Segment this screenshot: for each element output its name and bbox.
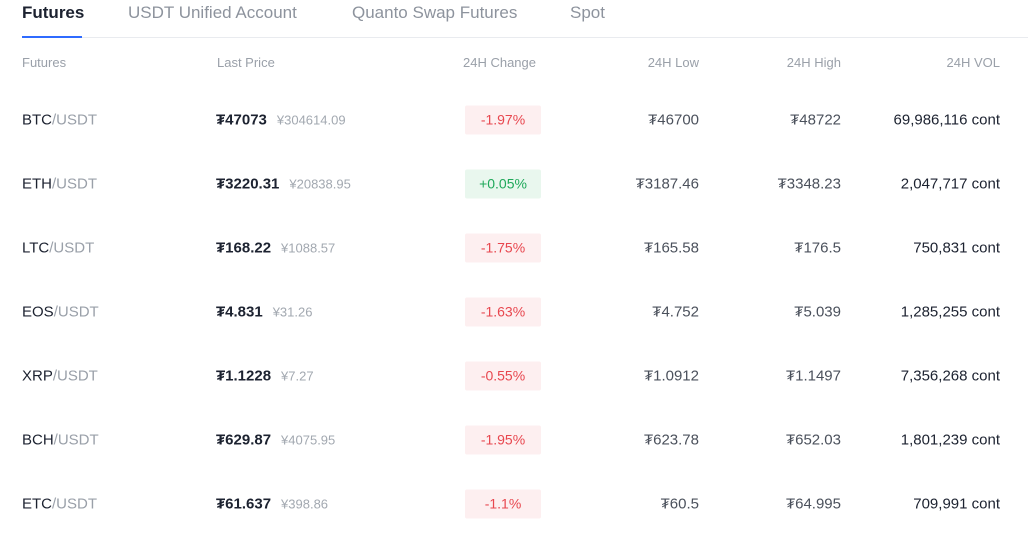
header-24h-low: 24H Low (647, 55, 699, 70)
low-price: ₮4.752 (652, 303, 699, 321)
change-badge: -1.1% (465, 489, 541, 519)
header-24h-vol: 24H VOL (946, 55, 1000, 70)
last-price: ₮61.637 ¥398.86 (216, 496, 328, 513)
table-row[interactable]: BTC/USDT ₮47073 ¥304614.09 -1.97% ₮46700 ₮487… (0, 88, 1028, 152)
tab-futures[interactable]: Futures (22, 3, 85, 22)
high-price: ₮652.03 (785, 431, 841, 449)
pair-quote: /USDT (52, 367, 98, 385)
last-price: ₮3220.31 ¥20838.95 (216, 176, 351, 193)
pair-base: ETH (22, 175, 52, 193)
last-price: ₮168.22 ¥1088.57 (216, 240, 335, 257)
low-price: ₮623.78 (643, 431, 699, 449)
pair-base: BTC (22, 111, 52, 129)
high-price: ₮3348.23 (777, 175, 841, 193)
table-header: Futures Last Price 24H Change 24H Low 24… (0, 38, 1028, 88)
last-price-cny: ¥7.27 (281, 368, 314, 384)
volume: 69,986,116 cont (893, 111, 1000, 129)
market-tabs: Futures USDT Unified Account Quanto Swap… (22, 0, 1028, 38)
header-futures: Futures (22, 55, 67, 70)
change-badge: -0.55% (465, 361, 541, 391)
change-badge: -1.63% (465, 297, 541, 327)
pair-base: LTC (22, 239, 50, 257)
high-price: ₮1.1497 (785, 367, 841, 385)
last-price: ₮1.1228 ¥7.27 (216, 368, 314, 385)
last-price-usdt: ₮47073 (216, 111, 267, 129)
pair-quote: /USDT (52, 175, 97, 193)
change-badge: -1.97% (465, 105, 541, 135)
last-price-usdt: ₮4.831 (216, 303, 263, 321)
tab-spot[interactable]: Spot (570, 3, 605, 22)
pair-name[interactable]: BCH/USDT (22, 432, 99, 449)
last-price: ₮629.87 ¥4075.95 (216, 432, 335, 449)
pair-quote: /USDT (52, 495, 97, 513)
pair-name[interactable]: ETC/USDT (22, 496, 97, 513)
low-price: ₮1.0912 (643, 367, 699, 385)
high-price: ₮5.039 (794, 303, 841, 321)
table-row[interactable]: BCH/USDT ₮629.87 ¥4075.95 -1.95% ₮623.78 ₮652… (0, 408, 1028, 472)
pair-base: ETC (22, 495, 52, 513)
pair-name[interactable]: XRP/USDT (22, 368, 98, 385)
header-24h-high: 24H High (786, 55, 841, 70)
volume: 7,356,268 cont (900, 367, 1000, 385)
volume: 1,285,255 cont (900, 303, 1000, 321)
last-price-cny: ¥20838.95 (289, 176, 351, 192)
last-price: ₮4.831 ¥31.26 (216, 304, 312, 321)
volume: 1,801,239 cont (900, 431, 1000, 449)
high-price: ₮176.5 (794, 239, 841, 257)
pair-base: XRP (22, 367, 53, 385)
change-badge: +0.05% (465, 169, 541, 199)
last-price-usdt: ₮61.637 (216, 495, 272, 513)
pair-name[interactable]: LTC/USDT (22, 240, 94, 257)
tab-quanto-swap-futures[interactable]: Quanto Swap Futures (352, 3, 518, 22)
last-price-cny: ¥1088.57 (281, 240, 336, 256)
volume: 709,991 cont (913, 495, 1000, 513)
active-tab-indicator (22, 36, 82, 38)
last-price-usdt: ₮1.1228 (216, 367, 272, 385)
header-last-price: Last Price (217, 55, 275, 70)
pair-name[interactable]: ETH/USDT (22, 176, 97, 193)
low-price: ₮3187.46 (635, 175, 699, 193)
table-row[interactable]: ETC/USDT ₮61.637 ¥398.86 -1.1% ₮60.5 ₮64.995 7… (0, 472, 1028, 536)
last-price-usdt: ₮168.22 (216, 239, 272, 257)
last-price-usdt: ₮3220.31 (216, 175, 280, 193)
low-price: ₮60.5 (660, 495, 699, 513)
last-price-usdt: ₮629.87 (216, 431, 272, 449)
pair-name[interactable]: EOS/USDT (22, 304, 99, 321)
high-price: ₮64.995 (785, 495, 841, 513)
volume: 2,047,717 cont (900, 175, 1000, 193)
high-price: ₮48722 (790, 111, 841, 129)
pair-base: EOS (22, 303, 54, 321)
table-row[interactable]: EOS/USDT ₮4.831 ¥31.26 -1.63% ₮4.752 ₮5.039 1,… (0, 280, 1028, 344)
table-row[interactable]: XRP/USDT ₮1.1228 ¥7.27 -0.55% ₮1.0912 ₮1.1497… (0, 344, 1028, 408)
market-table-body: BTC/USDT ₮47073 ¥304614.09 -1.97% ₮46700 ₮487… (0, 88, 1028, 536)
table-row[interactable]: LTC/USDT ₮168.22 ¥1088.57 -1.75% ₮165.58 ₮176… (0, 216, 1028, 280)
pair-base: BCH (22, 431, 54, 449)
pair-quote: /USDT (53, 431, 99, 449)
low-price: ₮165.58 (643, 239, 699, 257)
pair-quote: /USDT (53, 303, 99, 321)
last-price-cny: ¥4075.95 (281, 432, 336, 448)
last-price-cny: ¥31.26 (272, 304, 313, 320)
tab-usdt-unified-account[interactable]: USDT Unified Account (128, 3, 297, 22)
header-24h-change: 24H Change (463, 55, 536, 70)
pair-quote: /USDT (52, 111, 97, 129)
change-badge: -1.75% (465, 233, 541, 263)
last-price: ₮47073 ¥304614.09 (216, 112, 346, 129)
table-row[interactable]: ETH/USDT ₮3220.31 ¥20838.95 +0.05% ₮3187.46 ₮… (0, 152, 1028, 216)
pair-quote: /USDT (49, 239, 95, 257)
last-price-cny: ¥304614.09 (276, 112, 346, 128)
last-price-cny: ¥398.86 (281, 496, 329, 512)
low-price: ₮46700 (648, 111, 699, 129)
volume: 750,831 cont (913, 239, 1000, 257)
change-badge: -1.95% (465, 425, 541, 455)
pair-name[interactable]: BTC/USDT (22, 112, 97, 129)
